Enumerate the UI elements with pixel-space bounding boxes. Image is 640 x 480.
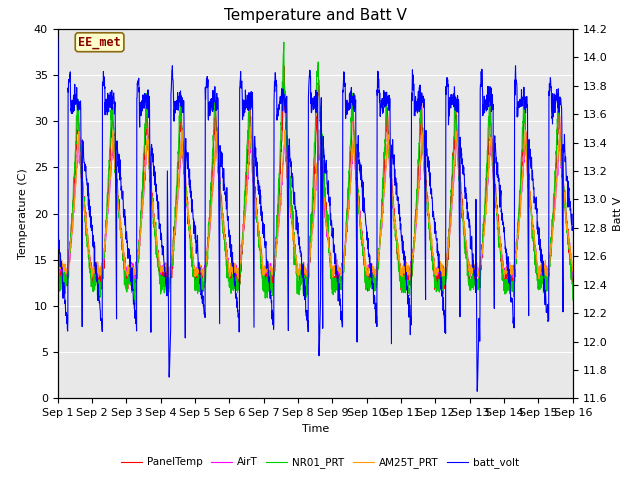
AM25T_PRT bbox=[54, 269, 61, 275]
Line: PanelTemp: PanelTemp bbox=[58, 66, 573, 293]
NR01_PRT bbox=[54, 292, 61, 298]
AM25T_PRT bbox=[200, 278, 207, 284]
Line: NR01_PRT: NR01_PRT bbox=[58, 42, 573, 304]
AirT bbox=[524, 170, 532, 176]
AirT bbox=[330, 270, 338, 276]
PanelTemp bbox=[465, 276, 473, 282]
AirT bbox=[538, 264, 546, 270]
PanelTemp bbox=[54, 285, 61, 291]
AM25T_PRT bbox=[538, 265, 546, 271]
PanelTemp bbox=[280, 63, 288, 69]
Line: batt_volt: batt_volt bbox=[58, 36, 573, 391]
AM25T_PRT bbox=[524, 170, 532, 176]
AM25T_PRT bbox=[197, 269, 205, 275]
Text: EE_met: EE_met bbox=[78, 36, 121, 49]
Y-axis label: Temperature (C): Temperature (C) bbox=[18, 168, 28, 259]
NR01_PRT bbox=[465, 279, 473, 285]
NR01_PRT bbox=[569, 297, 577, 303]
Line: AirT: AirT bbox=[58, 133, 573, 279]
NR01_PRT bbox=[131, 301, 139, 307]
Legend: PanelTemp, AirT, NR01_PRT, AM25T_PRT, batt_volt: PanelTemp, AirT, NR01_PRT, AM25T_PRT, ba… bbox=[117, 453, 523, 472]
batt_volt bbox=[569, 228, 577, 233]
PanelTemp bbox=[330, 276, 338, 281]
PanelTemp bbox=[61, 290, 69, 296]
Line: AM25T_PRT: AM25T_PRT bbox=[58, 127, 573, 281]
PanelTemp bbox=[524, 169, 532, 175]
AM25T_PRT bbox=[465, 268, 473, 274]
PanelTemp bbox=[198, 278, 205, 284]
AirT bbox=[198, 269, 205, 275]
NR01_PRT bbox=[538, 270, 546, 276]
Y-axis label: Batt V: Batt V bbox=[613, 196, 623, 231]
Title: Temperature and Batt V: Temperature and Batt V bbox=[224, 9, 406, 24]
AirT bbox=[465, 266, 473, 272]
batt_volt bbox=[524, 102, 531, 108]
AirT bbox=[54, 275, 61, 280]
NR01_PRT bbox=[330, 287, 338, 292]
AM25T_PRT bbox=[569, 268, 577, 274]
batt_volt bbox=[330, 241, 337, 247]
NR01_PRT bbox=[342, 244, 349, 250]
X-axis label: Time: Time bbox=[301, 424, 329, 433]
batt_volt bbox=[54, 33, 61, 39]
batt_volt bbox=[538, 259, 546, 265]
PanelTemp bbox=[569, 277, 577, 283]
AirT bbox=[144, 131, 152, 136]
NR01_PRT bbox=[280, 39, 287, 45]
AM25T_PRT bbox=[330, 267, 338, 273]
NR01_PRT bbox=[198, 273, 205, 278]
batt_volt bbox=[341, 80, 349, 86]
NR01_PRT bbox=[524, 168, 532, 174]
batt_volt bbox=[473, 388, 481, 394]
AirT bbox=[569, 272, 577, 277]
AM25T_PRT bbox=[342, 242, 349, 248]
batt_volt bbox=[197, 290, 205, 296]
AirT bbox=[440, 276, 448, 282]
batt_volt bbox=[465, 215, 472, 221]
PanelTemp bbox=[342, 238, 349, 244]
AirT bbox=[341, 242, 349, 248]
PanelTemp bbox=[538, 272, 546, 278]
AM25T_PRT bbox=[246, 124, 254, 130]
